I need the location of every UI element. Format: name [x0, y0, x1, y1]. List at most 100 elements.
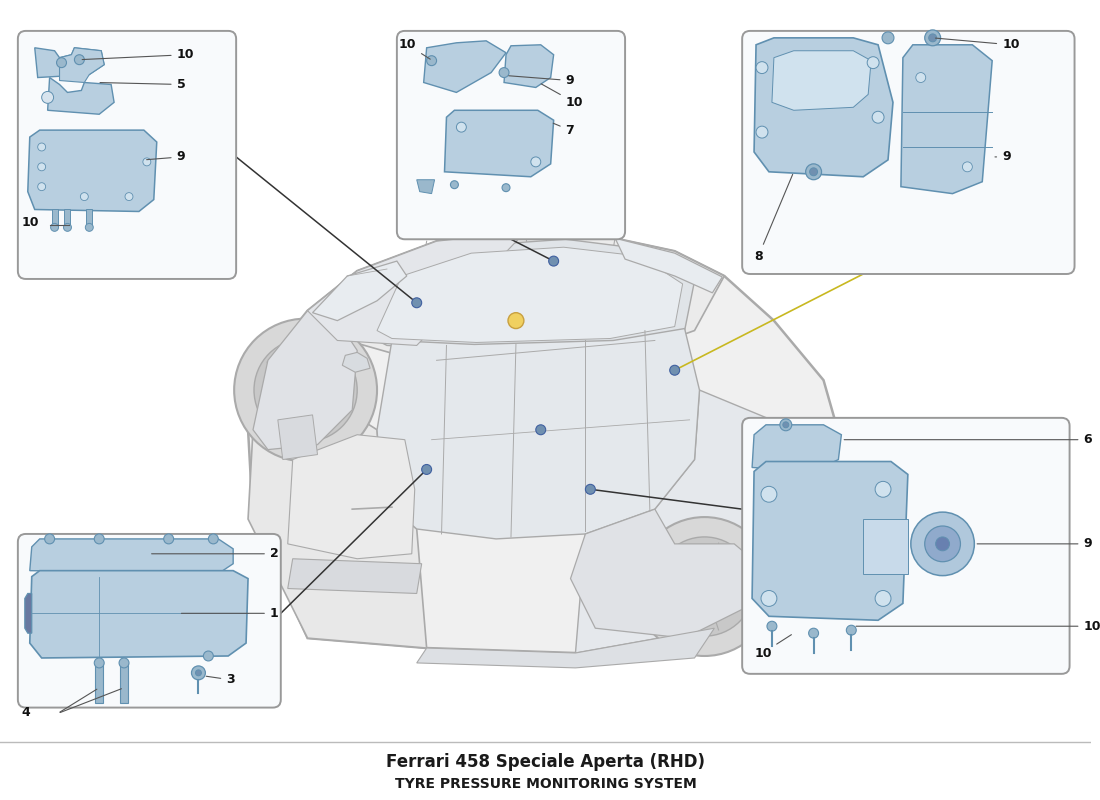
Polygon shape — [358, 239, 694, 350]
Polygon shape — [278, 415, 318, 459]
Circle shape — [95, 534, 104, 544]
Polygon shape — [30, 539, 233, 574]
Circle shape — [499, 68, 509, 78]
Polygon shape — [96, 663, 103, 702]
Circle shape — [456, 122, 466, 132]
Circle shape — [846, 626, 856, 635]
Circle shape — [296, 380, 316, 400]
Circle shape — [508, 313, 524, 329]
Circle shape — [670, 366, 680, 375]
Circle shape — [278, 362, 333, 418]
Circle shape — [872, 111, 884, 123]
Circle shape — [962, 162, 972, 172]
Circle shape — [75, 54, 85, 65]
Polygon shape — [86, 210, 92, 226]
Polygon shape — [504, 45, 553, 87]
Circle shape — [756, 126, 768, 138]
Text: 10: 10 — [935, 38, 1020, 51]
Polygon shape — [35, 48, 104, 78]
Circle shape — [37, 182, 45, 190]
Polygon shape — [571, 509, 764, 638]
Polygon shape — [253, 310, 358, 450]
Text: 2: 2 — [152, 547, 278, 560]
Polygon shape — [25, 594, 32, 633]
FancyBboxPatch shape — [397, 31, 625, 239]
Polygon shape — [59, 48, 104, 82]
Text: 10: 10 — [856, 620, 1100, 633]
Circle shape — [427, 56, 437, 66]
Circle shape — [761, 486, 777, 502]
Polygon shape — [30, 570, 248, 658]
Circle shape — [916, 73, 926, 82]
Polygon shape — [288, 434, 415, 558]
Polygon shape — [28, 130, 157, 211]
Circle shape — [867, 57, 879, 69]
Circle shape — [549, 256, 559, 266]
Circle shape — [125, 193, 133, 201]
Polygon shape — [772, 50, 871, 110]
Circle shape — [756, 62, 768, 74]
Circle shape — [805, 164, 822, 180]
Circle shape — [928, 34, 936, 42]
Circle shape — [876, 590, 891, 606]
Circle shape — [780, 419, 792, 430]
Circle shape — [451, 181, 459, 189]
Text: 4: 4 — [22, 706, 31, 718]
Text: 3: 3 — [206, 674, 234, 686]
Polygon shape — [120, 663, 128, 702]
Circle shape — [37, 143, 45, 151]
Circle shape — [810, 168, 817, 176]
Text: 10: 10 — [399, 38, 430, 59]
Circle shape — [654, 537, 755, 636]
Text: Ferrari 458 Speciale Aperta (RHD): Ferrari 458 Speciale Aperta (RHD) — [386, 753, 705, 771]
Polygon shape — [377, 247, 683, 342]
Circle shape — [585, 484, 595, 494]
Circle shape — [45, 534, 55, 544]
Text: 9: 9 — [996, 150, 1011, 163]
Text: 6: 6 — [844, 433, 1092, 446]
FancyBboxPatch shape — [742, 31, 1075, 274]
Circle shape — [925, 526, 960, 562]
Polygon shape — [65, 210, 70, 226]
Polygon shape — [248, 360, 427, 648]
Polygon shape — [312, 261, 407, 321]
Circle shape — [196, 670, 201, 676]
Polygon shape — [288, 558, 421, 594]
Text: 10: 10 — [541, 84, 583, 109]
Polygon shape — [575, 390, 844, 653]
Text: eucaresre: eucaresre — [373, 336, 778, 405]
Circle shape — [208, 534, 218, 544]
Polygon shape — [417, 628, 714, 668]
Polygon shape — [615, 238, 723, 293]
Circle shape — [164, 534, 174, 544]
Polygon shape — [248, 231, 844, 653]
Text: 9: 9 — [146, 150, 185, 163]
Circle shape — [119, 658, 129, 668]
Text: 10: 10 — [22, 216, 40, 230]
Polygon shape — [308, 231, 526, 346]
Circle shape — [411, 298, 421, 308]
Circle shape — [80, 193, 88, 201]
Circle shape — [882, 32, 894, 44]
Circle shape — [64, 223, 72, 231]
Circle shape — [204, 651, 213, 661]
Circle shape — [42, 91, 54, 103]
Circle shape — [37, 163, 45, 171]
Circle shape — [191, 666, 206, 680]
Circle shape — [783, 422, 789, 428]
Text: 9: 9 — [509, 74, 574, 87]
Circle shape — [502, 184, 510, 192]
Polygon shape — [864, 519, 907, 574]
Circle shape — [86, 223, 94, 231]
Polygon shape — [424, 41, 506, 93]
Text: 5: 5 — [100, 78, 186, 91]
Circle shape — [767, 622, 777, 631]
Circle shape — [143, 158, 151, 166]
FancyBboxPatch shape — [18, 31, 236, 279]
Polygon shape — [308, 231, 724, 366]
Circle shape — [936, 537, 949, 551]
Circle shape — [56, 58, 66, 68]
Polygon shape — [52, 210, 57, 226]
Polygon shape — [444, 110, 553, 177]
Polygon shape — [417, 180, 434, 194]
